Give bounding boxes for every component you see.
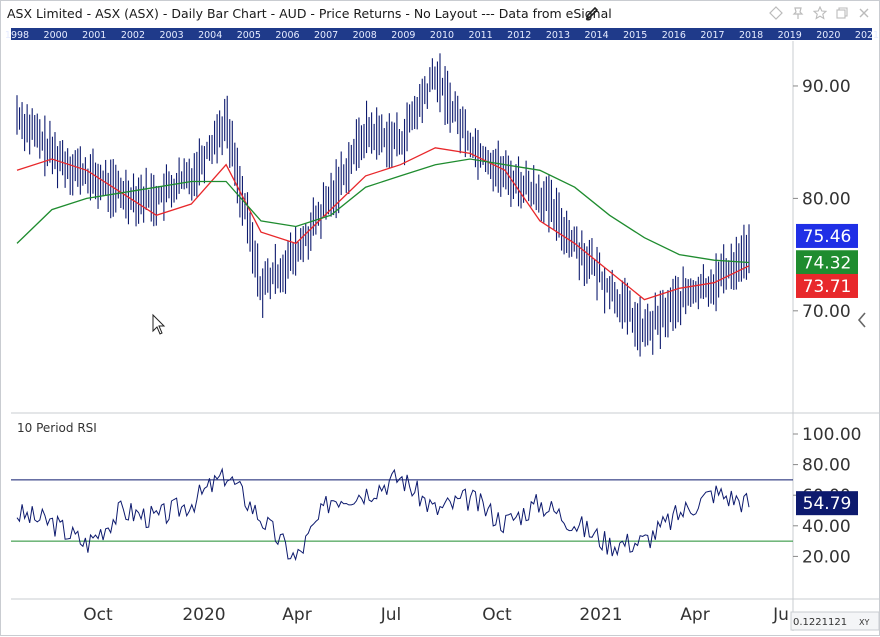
ma-slow-line xyxy=(16,158,750,264)
rsi-tick-label: 40.00 xyxy=(802,517,851,537)
ruler-year-label: 2000 xyxy=(44,30,68,41)
star-icon[interactable] xyxy=(812,5,828,20)
title-bar: ASX Limited - ASX (ASX) - Daily Bar Char… xyxy=(1,1,879,27)
x-tick-label: Oct xyxy=(482,605,512,625)
scale-mode: XY xyxy=(859,618,869,627)
ruler-year-label: 2002 xyxy=(121,30,145,41)
x-tick-label: 2021 xyxy=(579,605,622,625)
ruler-year-label: 2013 xyxy=(546,30,570,41)
ruler-year-label: 2006 xyxy=(275,30,299,41)
ruler-year-label: 2008 xyxy=(353,30,377,41)
pin-icon[interactable] xyxy=(791,5,805,19)
x-tick-label: Oct xyxy=(83,605,113,625)
ruler-year-label: 2003 xyxy=(159,30,183,41)
ruler-year-label: 2017 xyxy=(700,30,724,41)
ma-fast-line xyxy=(16,147,750,301)
ruler-year-label: 1998 xyxy=(5,30,29,41)
pencil-icon[interactable] xyxy=(585,6,599,20)
ma-slow-label: 74.32 xyxy=(803,253,852,273)
price-tick-label: 90.00 xyxy=(802,77,851,97)
price-tick-label: 80.00 xyxy=(802,189,851,209)
last-price-label: 75.46 xyxy=(803,227,852,247)
ma-slow-label-bg xyxy=(796,250,858,275)
x-tick-label: Apr xyxy=(282,605,311,625)
diamond-icon[interactable] xyxy=(769,5,783,20)
rsi-title: 10 Period RSI xyxy=(17,421,97,435)
close-icon[interactable] xyxy=(857,5,871,19)
ruler-year-label: 2018 xyxy=(739,30,763,41)
ruler-year-label: 2009 xyxy=(391,30,415,41)
ruler-year-label: 2012 xyxy=(507,30,531,41)
rsi-tick-label: 100.00 xyxy=(802,425,861,445)
year-navigator[interactable] xyxy=(11,28,872,40)
ruler-year-label: 2007 xyxy=(314,30,338,41)
last-price-label-bg xyxy=(796,223,858,248)
x-tick-label: Apr xyxy=(680,605,709,625)
x-tick-label: Ju xyxy=(772,605,789,625)
scale-value: 0.1221121 xyxy=(793,617,847,628)
ma-fast-label: 73.71 xyxy=(803,277,852,297)
ruler-year-label: 2010 xyxy=(430,30,454,41)
ruler-year-label: 2001 xyxy=(82,30,106,41)
rsi-tick-label: 20.00 xyxy=(802,547,851,567)
ruler-year-label: 2021 xyxy=(855,30,879,41)
mouse-cursor-icon xyxy=(152,313,166,335)
price-tick-label: 70.00 xyxy=(802,302,851,322)
rsi-last-label-bg xyxy=(796,491,858,516)
ruler-year-label: 2005 xyxy=(237,30,261,41)
scale-box[interactable] xyxy=(790,611,880,631)
ruler-year-label: 2019 xyxy=(778,30,802,41)
restore-icon[interactable] xyxy=(835,5,849,19)
ruler-year-label: 2015 xyxy=(623,30,647,41)
ruler-year-label: 2014 xyxy=(584,30,608,41)
rsi-line xyxy=(16,467,750,562)
ma-fast-label-bg xyxy=(796,273,858,298)
rsi-tick-label: 80.00 xyxy=(802,456,851,476)
rsi-last-label: 54.79 xyxy=(803,494,852,514)
chart-title: ASX Limited - ASX (ASX) - Daily Bar Char… xyxy=(7,6,612,21)
ruler-year-label: 2020 xyxy=(816,30,840,41)
ruler-year-label: 2011 xyxy=(469,30,493,41)
ruler-year-label: 2004 xyxy=(198,30,222,41)
x-tick-label: 2020 xyxy=(182,605,225,625)
ruler-year-label: 2016 xyxy=(662,30,686,41)
collapse-arrow-icon[interactable] xyxy=(857,312,866,328)
x-tick-label: Jul xyxy=(380,605,402,625)
